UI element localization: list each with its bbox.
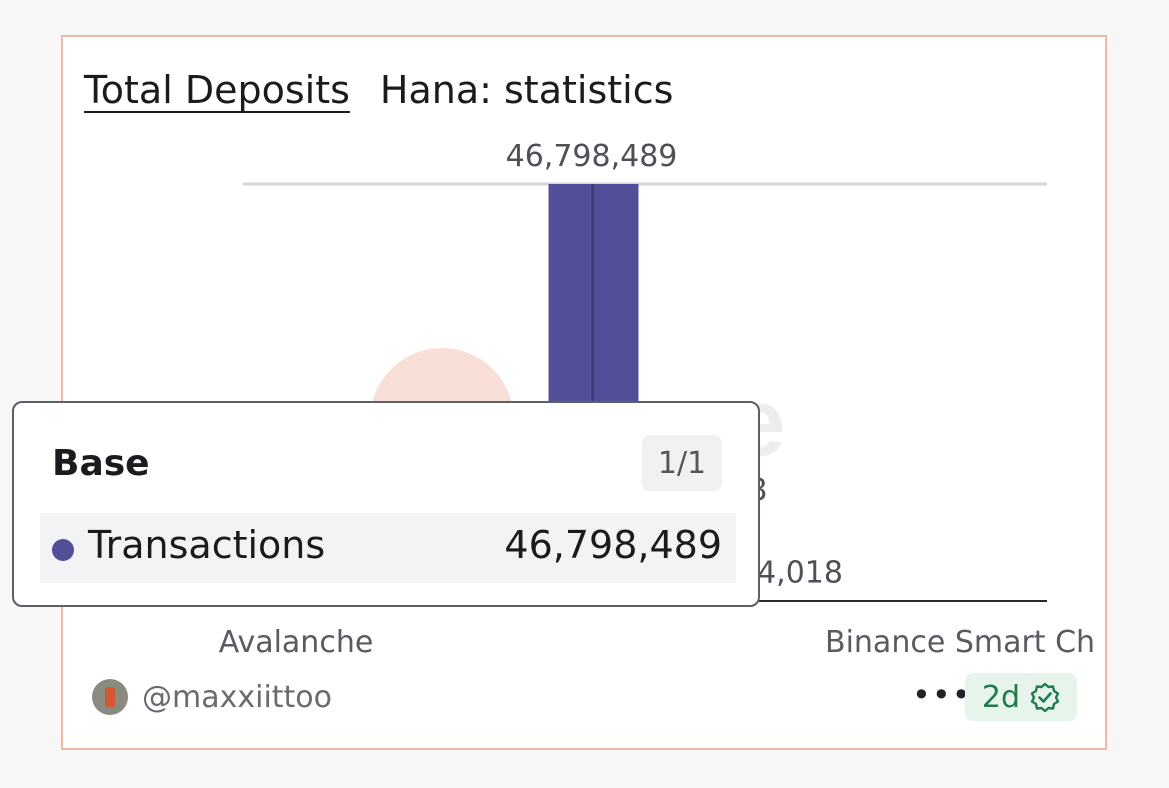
x-tick-label: Avalanche — [219, 625, 374, 660]
verified-check-icon — [1030, 682, 1060, 712]
tooltip-page-indicator[interactable]: 1/1 — [642, 435, 722, 491]
username[interactable]: @maxxiittoo — [142, 679, 333, 715]
time-badge: 2d — [965, 673, 1077, 721]
chart-title-link[interactable]: Total Deposits — [84, 68, 350, 112]
bar-value-label: 46,798,489 — [506, 139, 678, 174]
more-options-icon[interactable]: ••• — [912, 676, 972, 714]
tooltip-title: Base — [52, 443, 150, 484]
chart-header: Total Deposits Hana: statistics — [84, 68, 673, 112]
avatar[interactable] — [92, 679, 128, 715]
tooltip-series-value: 46,798,489 — [504, 523, 722, 567]
time-label: 2d — [981, 679, 1021, 715]
author[interactable]: @maxxiittoo — [92, 679, 332, 715]
tooltip-series-label: Transactions — [88, 523, 326, 567]
chart-subtitle: Hana: statistics — [379, 68, 674, 112]
x-tick-label: Binance Smart Ch — [825, 625, 1095, 660]
series-color-dot — [52, 539, 74, 561]
chart-tooltip: Base 1/1 Transactions 46,798,489 — [12, 401, 760, 607]
tooltip-series-row: Transactions 46,798,489 — [40, 513, 736, 583]
